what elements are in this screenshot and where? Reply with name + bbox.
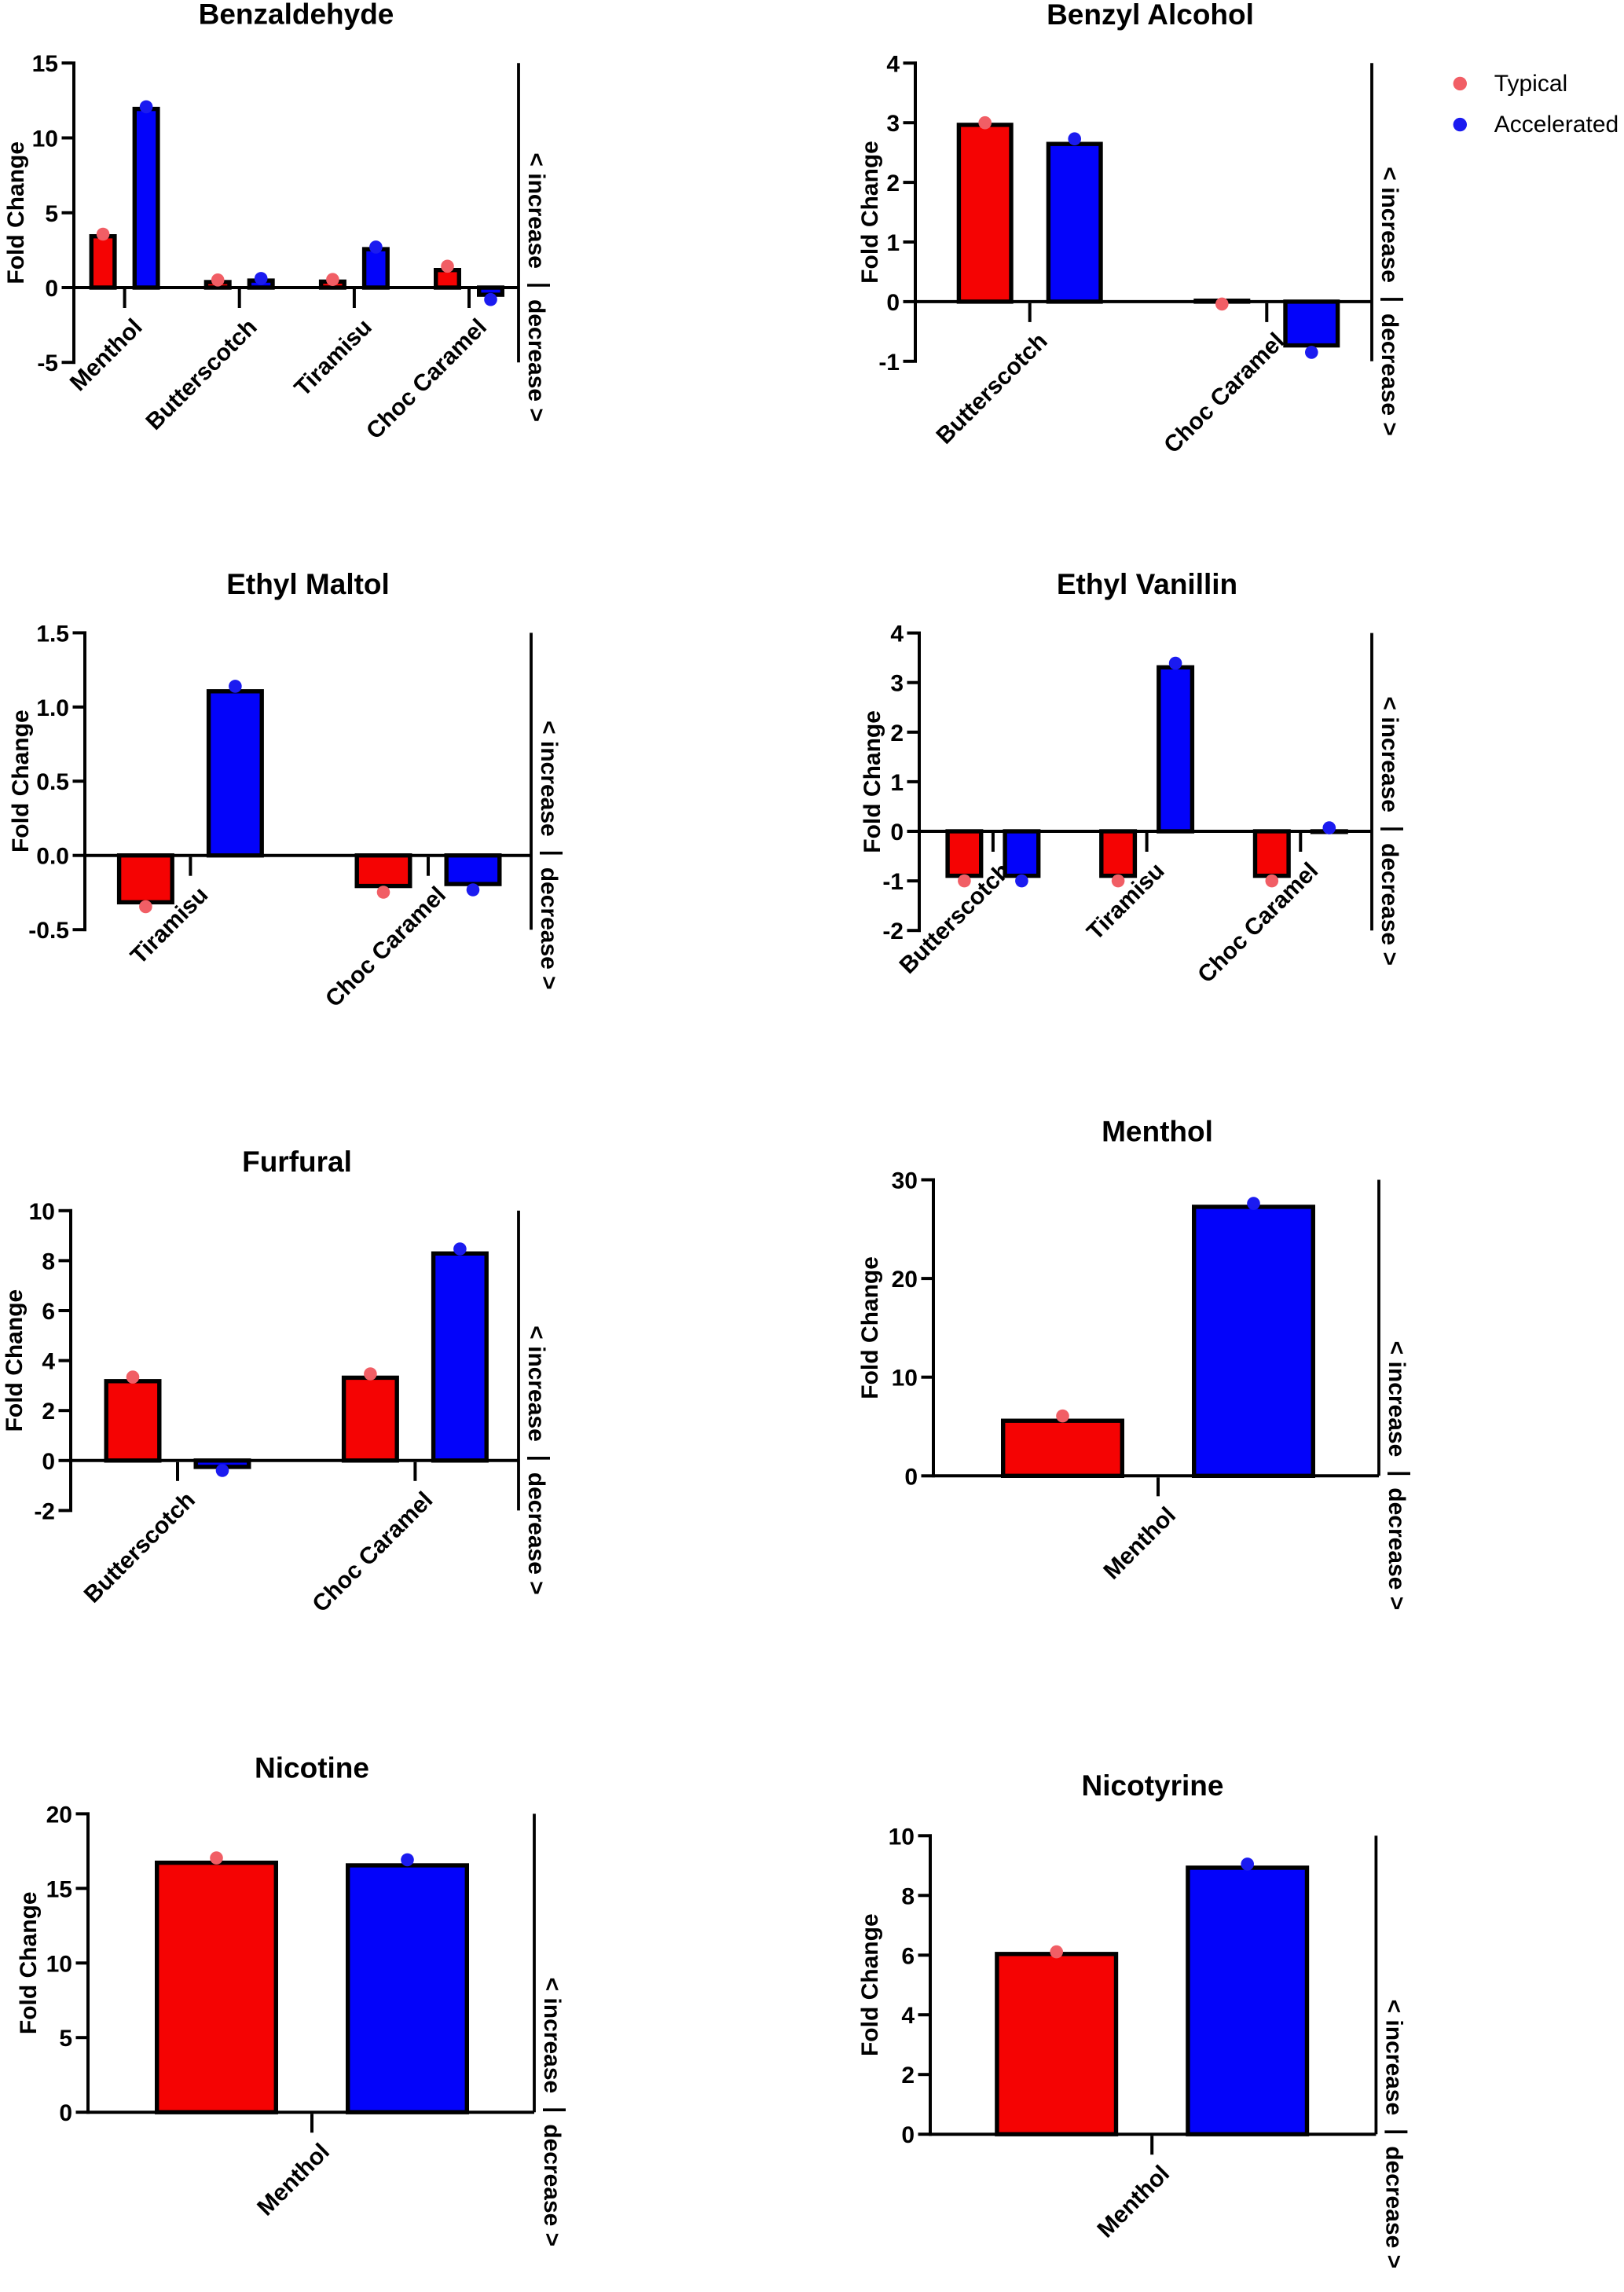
svg-text:< increase: < increase (1380, 2000, 1406, 2116)
svg-text:5: 5 (59, 2026, 72, 2052)
svg-text:decrease >: decrease > (1377, 843, 1402, 966)
svg-text:1.5: 1.5 (36, 621, 69, 647)
svg-text:20: 20 (46, 1802, 72, 1828)
svg-text:10: 10 (29, 1199, 55, 1225)
svg-text:3: 3 (890, 671, 904, 697)
svg-text:Fold Change: Fold Change (860, 710, 885, 853)
svg-text:Furfural: Furfural (242, 1146, 352, 1178)
svg-text:Menthol: Menthol (1102, 1116, 1213, 1148)
svg-text:decrease >: decrease > (523, 1472, 549, 1595)
svg-text:-2: -2 (882, 919, 904, 944)
svg-text:Fold Change: Fold Change (857, 141, 883, 284)
svg-text:-2: -2 (34, 1498, 55, 1524)
svg-text:Nicotyrine: Nicotyrine (1082, 1769, 1224, 1802)
svg-text:10: 10 (32, 127, 58, 152)
svg-text:< increase: < increase (523, 152, 549, 269)
svg-text:decrease >: decrease > (539, 2124, 565, 2246)
svg-text:Fold Change: Fold Change (16, 1891, 42, 2034)
svg-text:< increase: < increase (523, 1326, 549, 1442)
svg-text:4: 4 (886, 51, 900, 77)
svg-text:10: 10 (46, 1951, 72, 1977)
svg-text:1.0: 1.0 (36, 695, 69, 721)
svg-text:4: 4 (901, 2003, 915, 2029)
svg-text:3: 3 (886, 111, 900, 137)
svg-text:10: 10 (892, 1366, 918, 1392)
svg-text:Fold Change: Fold Change (3, 141, 29, 284)
svg-text:0: 0 (890, 820, 904, 845)
svg-text:0: 0 (904, 1464, 918, 1490)
svg-text:Benzaldehyde: Benzaldehyde (199, 0, 394, 31)
svg-text:2: 2 (42, 1399, 55, 1425)
svg-text:Nicotine: Nicotine (255, 1752, 369, 1784)
svg-text:decrease >: decrease > (523, 299, 549, 422)
svg-text:0.5: 0.5 (36, 769, 69, 795)
svg-text:Fold Change: Fold Change (2, 1289, 27, 1432)
svg-text:1: 1 (886, 230, 900, 256)
svg-text:1: 1 (890, 770, 904, 796)
svg-text:2: 2 (890, 721, 904, 746)
svg-text:< increase: < increase (1377, 167, 1402, 283)
svg-text:-5: -5 (37, 350, 58, 376)
svg-text:5: 5 (45, 201, 58, 227)
svg-text:15: 15 (32, 51, 58, 77)
svg-text:6: 6 (42, 1299, 55, 1325)
svg-text:Typical: Typical (1494, 71, 1567, 97)
svg-text:2: 2 (901, 2063, 915, 2088)
svg-text:Fold Change: Fold Change (8, 710, 34, 853)
svg-text:-0.5: -0.5 (28, 918, 69, 944)
svg-text:4: 4 (42, 1349, 55, 1375)
svg-text:< increase: < increase (1384, 1341, 1410, 1458)
svg-text:30: 30 (892, 1168, 918, 1194)
svg-text:0: 0 (59, 2100, 72, 2126)
svg-text:decrease >: decrease > (1384, 1487, 1410, 1610)
svg-text:Benzyl Alcohol: Benzyl Alcohol (1047, 0, 1254, 31)
svg-text:-1: -1 (882, 869, 904, 895)
svg-text:10: 10 (889, 1824, 915, 1850)
svg-text:-1: -1 (878, 350, 900, 376)
svg-text:0: 0 (886, 290, 900, 316)
svg-text:Ethyl Maltol: Ethyl Maltol (226, 568, 390, 600)
svg-text:Fold Change: Fold Change (857, 1913, 883, 2056)
svg-text:< increase: < increase (536, 721, 562, 837)
svg-text:6: 6 (901, 1943, 915, 1969)
svg-text:0: 0 (45, 276, 58, 302)
svg-text:decrease >: decrease > (536, 867, 562, 990)
svg-text:8: 8 (42, 1249, 55, 1274)
svg-text:8: 8 (901, 1883, 915, 1909)
svg-text:Ethyl Vanillin: Ethyl Vanillin (1057, 568, 1237, 600)
svg-text:< increase: < increase (539, 1978, 565, 2094)
svg-text:4: 4 (890, 622, 904, 647)
svg-text:decrease >: decrease > (1380, 2146, 1406, 2268)
svg-text:0: 0 (901, 2122, 915, 2148)
svg-text:20: 20 (892, 1267, 918, 1293)
svg-text:2: 2 (886, 171, 900, 196)
svg-text:< increase: < increase (1377, 696, 1402, 812)
svg-text:0.0: 0.0 (36, 844, 69, 870)
svg-text:Accelerated: Accelerated (1494, 112, 1619, 138)
svg-text:Fold Change: Fold Change (857, 1256, 883, 1399)
svg-text:0: 0 (42, 1449, 55, 1475)
svg-text:15: 15 (46, 1876, 72, 1902)
svg-text:decrease >: decrease > (1377, 314, 1402, 436)
